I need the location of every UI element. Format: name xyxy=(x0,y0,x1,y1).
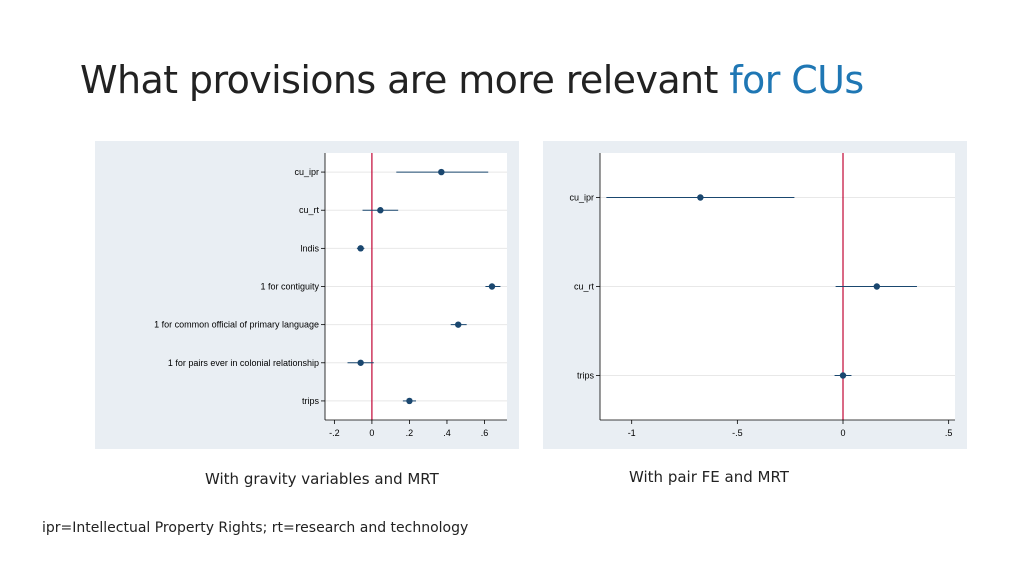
gravity-estimate-point xyxy=(406,397,413,405)
pair-fe-estimate-point xyxy=(839,372,847,379)
gravity-estimate-point xyxy=(357,359,364,366)
footnote: ipr=Intellectual Property Rights; rt=res… xyxy=(42,520,469,536)
gravity-x-tick-label: -.2 xyxy=(329,428,340,438)
pair-fe-y-tick-label: cu_rt xyxy=(574,282,595,292)
gravity-x-tick-label: .2 xyxy=(406,428,414,438)
slide-title-main: What provisions are more relevant xyxy=(80,58,730,102)
gravity-y-tick-label: cu_rt xyxy=(299,205,320,215)
pair-fe-estimate-point xyxy=(873,283,881,290)
gravity-y-tick-label: 1 for pairs ever in colonial relationshi… xyxy=(168,358,319,368)
slide-title: What provisions are more relevant for CU… xyxy=(80,58,864,102)
gravity-x-tick-label: .4 xyxy=(443,428,451,438)
gravity-y-tick-label: 1 for common official of primary languag… xyxy=(154,320,319,330)
gravity-x-tick-label: 0 xyxy=(369,428,374,438)
pair-fe-estimate-point xyxy=(697,194,704,201)
pair-fe-x-tick-label: -.5 xyxy=(732,428,743,438)
pair-fe-x-tick-label: .5 xyxy=(945,428,953,438)
gravity-estimate-point xyxy=(377,207,384,214)
gravity-y-tick-label: cu_ipr xyxy=(294,167,319,177)
gravity-x-tick-label: .6 xyxy=(481,428,489,438)
caption-pair-fe: With pair FE and MRT xyxy=(629,468,789,486)
slide-title-accent: for CUs xyxy=(729,58,864,102)
pair-fe-x-tick-label: -1 xyxy=(628,428,636,438)
gravity-estimate-point xyxy=(455,321,462,328)
gravity-estimate-point xyxy=(488,283,496,290)
gravity-y-tick-label: trips xyxy=(302,396,320,406)
caption-gravity: With gravity variables and MRT xyxy=(205,470,439,488)
pair-fe-y-tick-label: trips xyxy=(577,371,595,381)
gravity-estimate-point xyxy=(438,168,445,176)
gravity-y-tick-label: lndis xyxy=(300,243,319,253)
gravity-y-tick-label: 1 for contiguity xyxy=(260,282,319,292)
pair-fe-y-tick-label: cu_ipr xyxy=(569,193,594,203)
pair-fe-x-tick-label: 0 xyxy=(840,428,845,438)
gravity-estimate-point xyxy=(357,245,364,252)
